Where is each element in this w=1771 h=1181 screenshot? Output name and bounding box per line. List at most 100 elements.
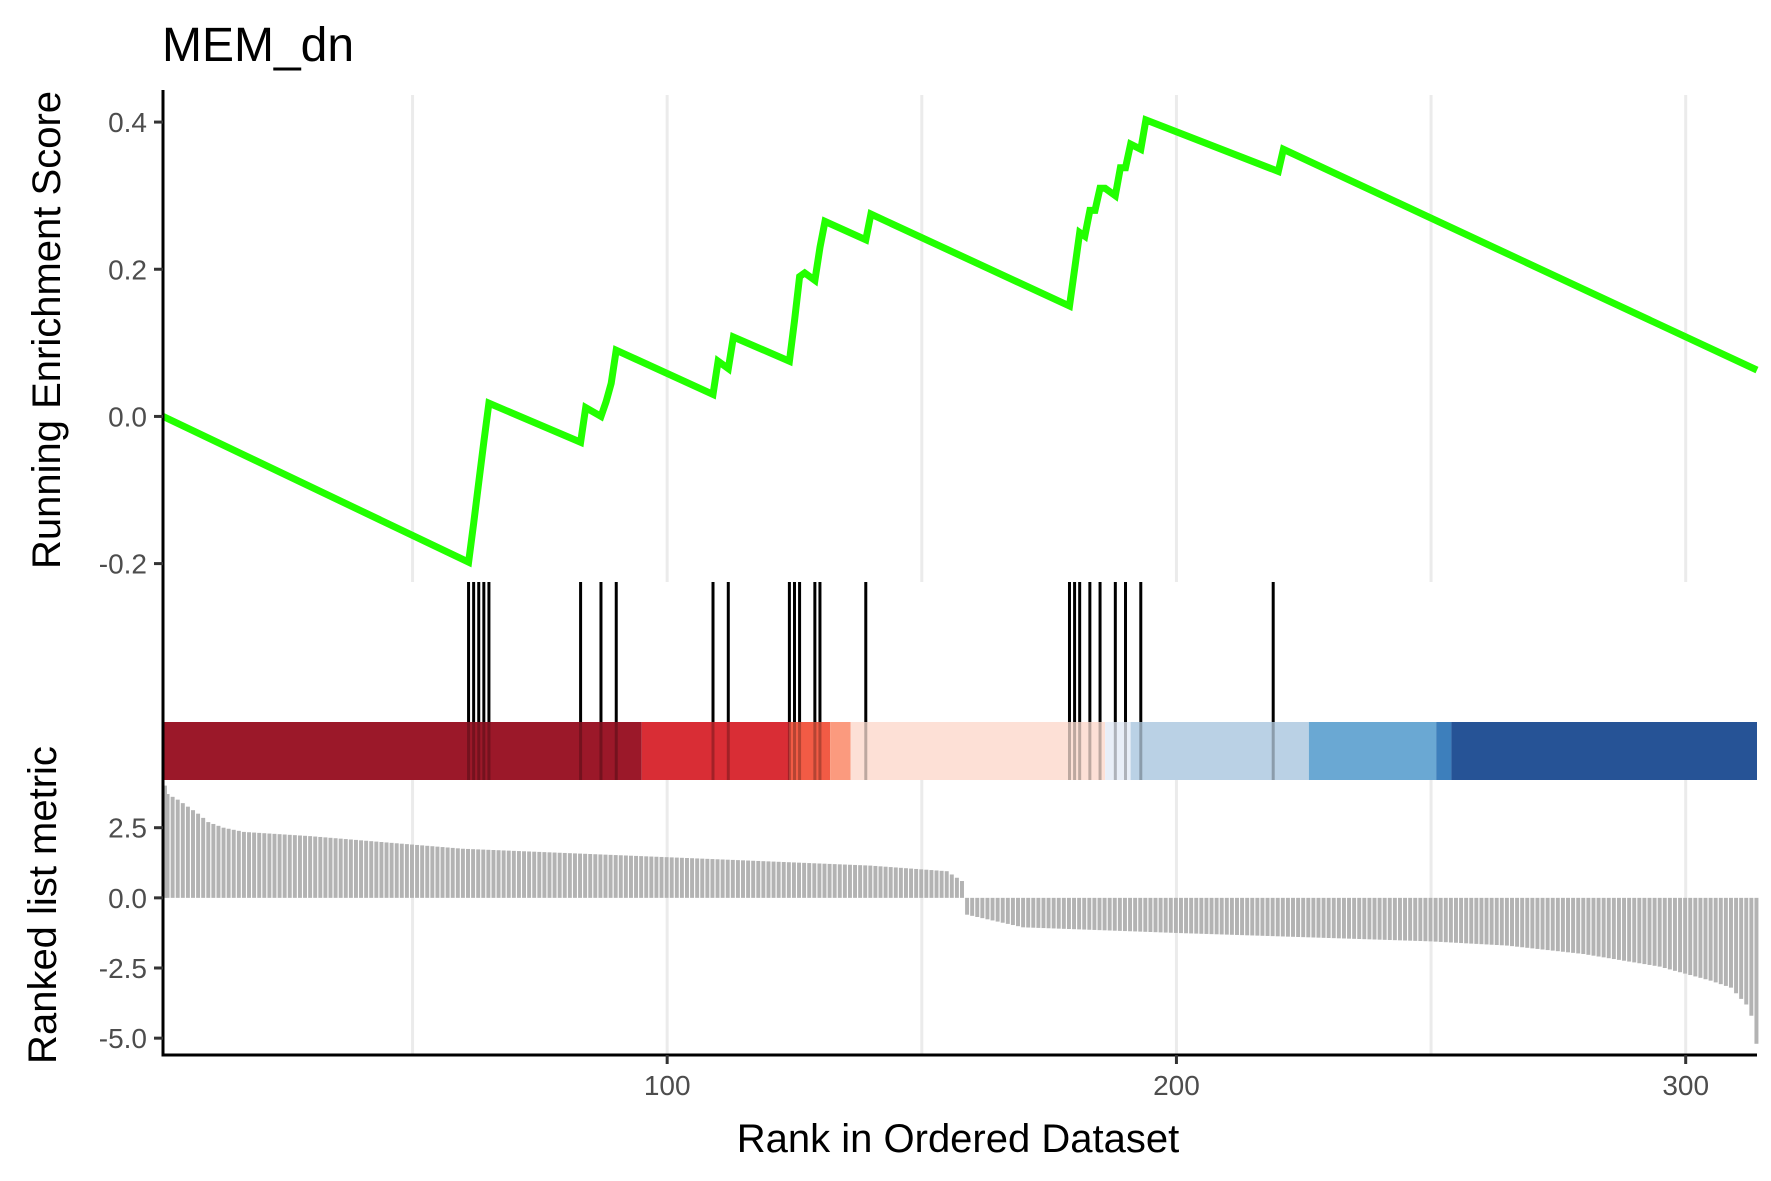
- heat-strip-segment: [830, 722, 851, 780]
- metric-bar: [746, 860, 751, 898]
- metric-bar: [593, 854, 598, 898]
- metric-bar: [1061, 897, 1066, 929]
- metric-bar: [725, 859, 730, 898]
- metric-bar: [853, 864, 858, 898]
- metric-bar: [1754, 897, 1759, 1044]
- metric-bar: [481, 849, 486, 898]
- metric-bar: [1428, 897, 1433, 942]
- metric-bar: [802, 862, 807, 898]
- metric-bar: [318, 836, 323, 898]
- metric-bar: [272, 833, 277, 898]
- metric-bar: [934, 870, 939, 898]
- metric-bar: [1616, 897, 1621, 960]
- metric-bar: [797, 862, 802, 898]
- metric-bar: [1530, 897, 1535, 949]
- x-tick-label: 100: [644, 1070, 691, 1101]
- metric-bar: [1576, 897, 1581, 954]
- metric-bar: [1403, 897, 1408, 941]
- es-y-tick-label: -0.2: [99, 549, 147, 580]
- metric-bar: [949, 874, 954, 898]
- metric-bar: [231, 829, 236, 898]
- metric-bar: [1545, 897, 1550, 951]
- metric-bar: [1072, 897, 1077, 930]
- metric-bar: [654, 856, 659, 898]
- metric-bar: [1265, 897, 1270, 936]
- metric-bar: [1250, 897, 1255, 936]
- metric-bar: [282, 834, 287, 898]
- metric-bar: [883, 866, 888, 898]
- metric-bar: [679, 857, 684, 898]
- heat-strip-segment: [1436, 722, 1452, 780]
- metric-bar: [1016, 897, 1020, 927]
- metric-bar: [257, 832, 262, 898]
- metric-bar: [170, 796, 175, 898]
- metric-bar: [1423, 897, 1428, 942]
- metric-bar: [1240, 897, 1245, 936]
- metric-bar: [1077, 897, 1082, 930]
- metric-bar: [1540, 897, 1545, 950]
- metric-bar: [1306, 897, 1311, 938]
- y-axis-title-ranked-metric: Ranked list metric: [21, 746, 65, 1064]
- metric-bar: [328, 837, 333, 898]
- heat-strip-segment: [789, 722, 831, 780]
- metric-bar: [649, 856, 654, 898]
- metric-bar: [980, 897, 985, 919]
- metric-bar: [1688, 897, 1693, 976]
- metric-bar: [807, 863, 812, 898]
- metric-bar: [1596, 897, 1601, 957]
- metric-bar: [705, 858, 710, 898]
- metric-bar: [659, 856, 664, 898]
- metric-bar: [1270, 897, 1275, 937]
- metric-bar: [1143, 897, 1148, 932]
- metric-bar: [644, 856, 649, 898]
- metric-bar: [1224, 897, 1229, 935]
- metric-bar: [756, 860, 761, 898]
- metric-bar: [1494, 897, 1499, 945]
- metric-bar: [751, 860, 756, 898]
- es-series-line: [161, 115, 1759, 568]
- metric-bar: [379, 842, 384, 898]
- heat-strip-segment: [1451, 722, 1757, 780]
- metric-bar: [567, 853, 572, 898]
- metric-bar: [1041, 897, 1046, 929]
- metric-bar: [965, 897, 970, 915]
- metric-bar: [1235, 897, 1239, 935]
- x-tick-label: 200: [1153, 1070, 1200, 1101]
- metric-bar: [1438, 897, 1443, 942]
- metric-bar: [430, 846, 435, 898]
- metric-bar: [374, 841, 379, 898]
- metric-bar: [1010, 897, 1015, 926]
- x-axis-title: Rank in Ordered Dataset: [737, 1117, 1179, 1161]
- metric-bar: [1408, 897, 1413, 941]
- metric-bar: [1571, 897, 1576, 953]
- metric-bar: [741, 860, 745, 898]
- metric-bar: [1326, 897, 1331, 938]
- metric-bar: [185, 806, 190, 898]
- metric-bar: [1652, 897, 1657, 966]
- metric-bar: [1484, 897, 1489, 945]
- metric-bar: [715, 859, 720, 898]
- metric-bar: [583, 853, 588, 898]
- metric-bar: [562, 852, 567, 898]
- metric-bar: [1158, 897, 1163, 933]
- metric-bar: [333, 838, 338, 898]
- metric-bar: [399, 843, 404, 898]
- metric-bar: [674, 857, 679, 898]
- metric-bar: [1601, 897, 1606, 958]
- metric-bar: [1092, 897, 1097, 930]
- metric-bar: [858, 865, 863, 898]
- metric-bar: [909, 868, 914, 898]
- metric-bar: [1168, 897, 1173, 933]
- metric-bar: [919, 869, 924, 898]
- metric-bar: [1372, 897, 1377, 940]
- metric-bar: [1148, 897, 1153, 932]
- metric-bar: [1194, 897, 1199, 934]
- metric-bar: [552, 852, 557, 898]
- metric-bar: [476, 849, 481, 898]
- metric-bar: [511, 850, 516, 898]
- metric-bar: [1321, 897, 1326, 938]
- metric-bar: [572, 853, 577, 898]
- metric-bar: [822, 863, 827, 898]
- metric-bar: [873, 865, 878, 898]
- metric-bar: [1352, 897, 1357, 939]
